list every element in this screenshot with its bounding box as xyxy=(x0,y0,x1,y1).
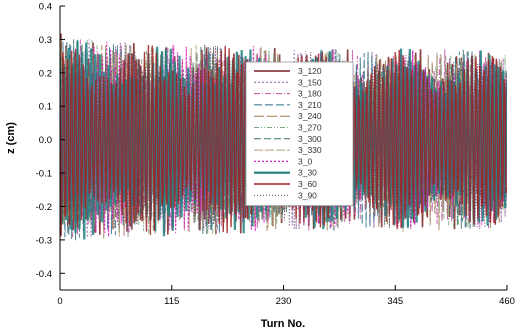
y-tick-label: 0.3 xyxy=(39,35,52,46)
x-tick-label: 460 xyxy=(499,296,515,307)
y-tick-label: 0.1 xyxy=(39,102,52,113)
legend-entry-3_150: 3_150 xyxy=(298,77,322,87)
legend-entry-3_0: 3_0 xyxy=(298,156,312,166)
y-tick-label: 0.2 xyxy=(39,68,52,79)
legend-entry-3_30: 3_30 xyxy=(298,168,317,178)
y-axis-label: z (cm) xyxy=(5,122,17,154)
y-tick-label: 0.0 xyxy=(39,135,52,146)
legend-entry-3_240: 3_240 xyxy=(298,111,322,121)
y-tick-label: -0.2 xyxy=(36,202,52,213)
legend-entry-3_210: 3_210 xyxy=(298,100,322,110)
legend-entry-3_90: 3_90 xyxy=(298,190,317,200)
y-tick-label: -0.3 xyxy=(36,235,52,246)
x-tick-label: 0 xyxy=(57,296,62,307)
legend-entry-3_270: 3_270 xyxy=(298,123,322,133)
y-tick-label: -0.1 xyxy=(36,169,52,180)
y-tick-label: 0.4 xyxy=(39,2,52,13)
x-axis-label: Turn No. xyxy=(261,318,305,330)
legend-entry-3_120: 3_120 xyxy=(298,66,322,76)
legend-entry-3_180: 3_180 xyxy=(298,89,322,99)
x-tick-label: 115 xyxy=(164,296,179,307)
x-tick-label: 230 xyxy=(276,296,292,307)
legend-entry-3_330: 3_330 xyxy=(298,145,322,155)
y-tick-label: -0.4 xyxy=(36,269,52,280)
legend-entry-3_300: 3_300 xyxy=(298,134,322,144)
legend-entry-3_60: 3_60 xyxy=(298,179,317,189)
x-tick-label: 345 xyxy=(387,296,403,307)
